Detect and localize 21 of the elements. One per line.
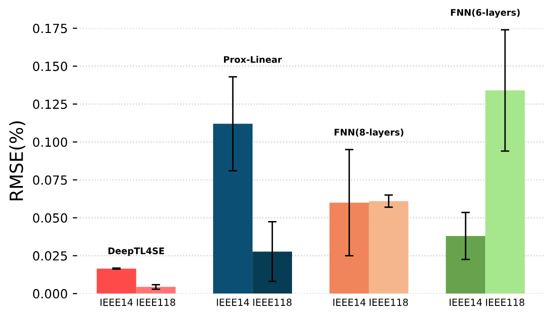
y-tick-label: 0.000 — [33, 289, 68, 299]
x-tick-label: IEEE118 — [136, 298, 176, 306]
y-axis-title: RMSE(%) — [9, 121, 26, 200]
annotation: FNN(8-layers) — [334, 128, 404, 138]
x-tick-label: IEEE14 — [333, 298, 366, 306]
y-tick-label: 0.150 — [33, 62, 68, 72]
y-tick-label: 0.025 — [33, 251, 67, 261]
annotation: Prox-Linear — [224, 56, 282, 63]
x-tick-label: IEEE118 — [486, 298, 524, 306]
x-tick-label: IEEE14 — [100, 298, 133, 306]
y-tick-label: 0.100 — [33, 137, 68, 147]
y-tick-label: 0.175 — [33, 24, 67, 34]
y-tick-label: 0.050 — [33, 213, 68, 223]
x-tick-label: IEEE14 — [450, 298, 482, 306]
x-tick-label: IEEE118 — [253, 298, 292, 306]
x-tick-label: IEEE118 — [370, 298, 408, 306]
annotation: DeepTL4SE — [108, 247, 164, 256]
text: FNN(6-layers) — [451, 8, 520, 18]
x-tick-label: IEEE14 — [216, 298, 250, 306]
y-tick-label: 0.125 — [33, 100, 67, 109]
y-tick-label: 0.075 — [33, 175, 67, 185]
